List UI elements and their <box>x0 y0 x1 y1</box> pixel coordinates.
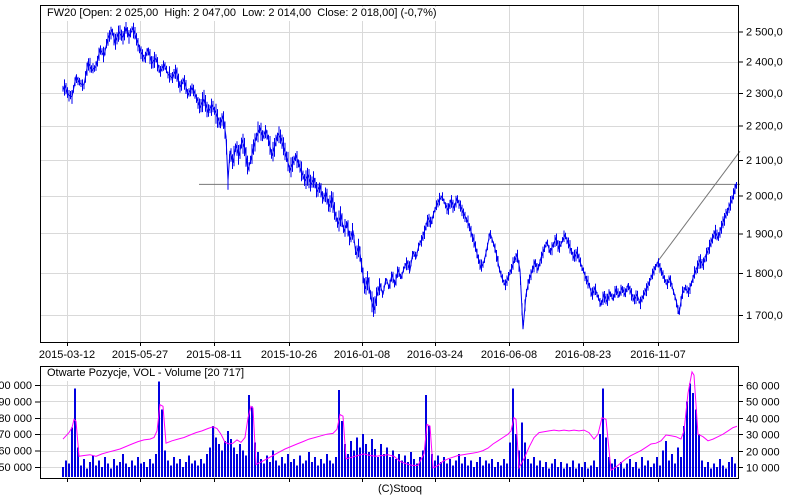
price-axis-label: 2 100,0 <box>746 155 783 167</box>
open-interest-axis-label: 60 000 <box>0 446 32 458</box>
price-axis-label: 2 300,0 <box>746 88 783 100</box>
price-series <box>62 22 737 330</box>
volume-axis-label: 50 000 <box>746 397 780 409</box>
price-axis-label: 1 900,0 <box>746 228 783 240</box>
axis-labels: 2 500,0 2 400,0 2 300,0 2 200,0 2 100,0 2 000… <box>0 27 783 475</box>
date-axis-label: 2016-06-08 <box>481 349 537 361</box>
volume-axis-label: 10 000 <box>746 463 780 475</box>
price-axis-label: 2 500,0 <box>746 27 783 39</box>
volume-panel-title: Otwarte Pozycje, VOL - Volume [20 717] <box>45 367 248 381</box>
open-interest-axis-label: 70 000 <box>0 429 32 441</box>
date-axis-label: 2015-10-26 <box>261 349 317 361</box>
date-axis-label: 2016-01-08 <box>334 349 390 361</box>
open-interest-axis-label: 80 000 <box>0 413 32 425</box>
axes <box>35 5 743 482</box>
open-interest-line <box>62 370 737 472</box>
trend-line <box>657 150 741 262</box>
date-axis-label: 2015-05-27 <box>112 349 168 361</box>
volume-bars <box>62 381 736 477</box>
date-axis-label: 2015-03-12 <box>39 349 95 361</box>
volume-axis-label: 60 000 <box>746 381 780 393</box>
volume-axis-label: 40 000 <box>746 414 780 426</box>
date-axis-label: 2016-08-23 <box>555 349 611 361</box>
copyright-label: (C)Stooq <box>377 483 423 495</box>
price-axis-label: 1 700,0 <box>746 310 783 322</box>
open-interest-axis-label: 90 000 <box>0 396 32 408</box>
price-axis-label: 2 000,0 <box>746 191 783 203</box>
date-axis-label: 2016-03-24 <box>407 349 463 361</box>
volume-axis-label: 20 000 <box>746 447 780 459</box>
price-axis-label: 2 400,0 <box>746 57 783 69</box>
date-axis-label: 2016-11-07 <box>630 349 685 361</box>
price-axis-label: 1 800,0 <box>746 268 783 280</box>
volume-axis-label: 30 000 <box>746 430 780 442</box>
price-panel-title: FW20 [Open: 2 025,00 High: 2 047,00 Low:… <box>45 7 440 21</box>
open-interest-axis-label: 100 000 <box>0 380 32 392</box>
price-gridlines <box>40 5 738 478</box>
price-axis-label: 2 200,0 <box>746 121 783 133</box>
date-axis-label: 2015-08-11 <box>186 349 241 361</box>
open-interest-axis-label: 50 000 <box>0 462 32 474</box>
